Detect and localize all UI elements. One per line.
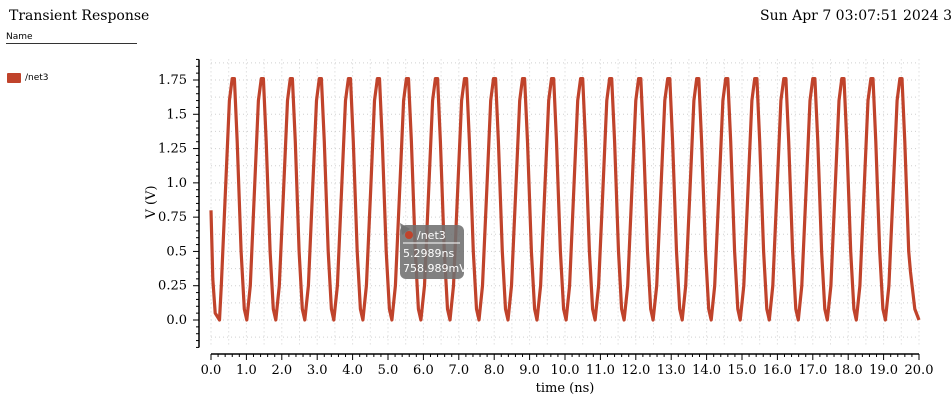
marker-dot xyxy=(405,231,413,239)
x-tick-label: 5.0 xyxy=(378,363,399,378)
y-tick-label: 0.0 xyxy=(166,313,187,328)
axes: 1.75 1.5 1.25 1.0 0.75 0.5 0.25 0.0 0.0 1.0 2.0 3.0… xyxy=(158,58,934,378)
legend-swatch xyxy=(7,73,21,83)
y-tick-label: 0.25 xyxy=(158,279,187,294)
x-tick-label: 18.0 xyxy=(834,363,863,378)
x-tick-label: 1.0 xyxy=(236,363,257,378)
legend-item-label: /net3 xyxy=(25,73,49,83)
x-tick-label: 11.0 xyxy=(586,363,615,378)
marker-x-value: 5.2989ns xyxy=(403,247,454,260)
timestamp: Sun Apr 7 03:07:51 2024 3 xyxy=(760,8,952,24)
y-axis-label: V (V) xyxy=(144,185,159,219)
x-tick-label: 13.0 xyxy=(657,363,686,378)
x-tick-label: 7.0 xyxy=(448,363,469,378)
x-tick-label: 2.0 xyxy=(271,363,292,378)
x-tick-label: 16.0 xyxy=(763,363,792,378)
x-tick-label: 14.0 xyxy=(692,363,721,378)
marker-tooltip-box xyxy=(400,225,464,279)
legend-item-net3[interactable]: /net3 xyxy=(7,73,49,83)
x-tick-label: 20.0 xyxy=(905,363,934,378)
series-layer xyxy=(209,77,921,322)
x-tick-label: 3.0 xyxy=(307,363,328,378)
x-tick-label: 9.0 xyxy=(519,363,540,378)
marker-layer[interactable]: /net3 5.2989ns 758.989mV xyxy=(400,223,467,279)
y-tick-label: 1.0 xyxy=(166,176,187,191)
y-tick-label: 0.75 xyxy=(158,210,187,225)
series-line-net3 xyxy=(209,77,921,322)
y-tick-label: 1.25 xyxy=(158,142,187,157)
x-tick-label: 15.0 xyxy=(728,363,757,378)
x-tick-label: 0.0 xyxy=(201,363,222,378)
legend-header: Name xyxy=(6,32,137,44)
x-tick-label: 6.0 xyxy=(413,363,434,378)
x-tick-label: 19.0 xyxy=(869,363,898,378)
x-tick-label: 12.0 xyxy=(621,363,650,378)
y-tick-label: 0.5 xyxy=(166,244,187,259)
y-tick-label: 1.75 xyxy=(158,73,187,88)
marker-y-value: 758.989mV xyxy=(403,262,467,275)
x-tick-label: 4.0 xyxy=(342,363,363,378)
chart-title: Transient Response xyxy=(9,8,150,24)
marker-series-name: /net3 xyxy=(417,229,446,242)
x-tick-label: 8.0 xyxy=(484,363,505,378)
y-tick-label: 1.5 xyxy=(166,107,187,122)
x-tick-label: 17.0 xyxy=(798,363,827,378)
x-tick-label: 10.0 xyxy=(551,363,580,378)
x-axis-label: time (ns) xyxy=(536,381,595,396)
